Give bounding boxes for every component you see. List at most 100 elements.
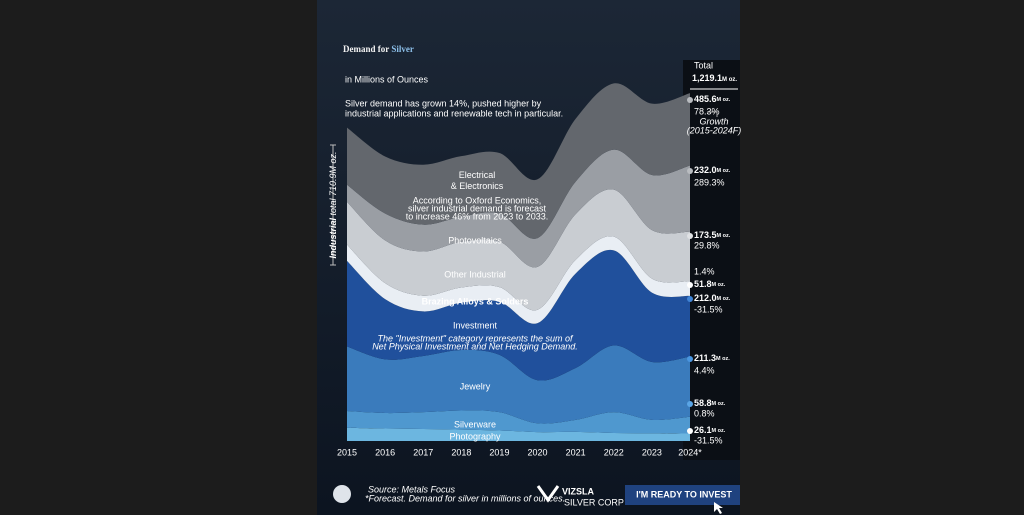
x-tick-label: 2017 <box>413 447 433 457</box>
end-value: 485.6M oz. <box>694 94 731 104</box>
end-value: 58.8M oz. <box>694 398 726 408</box>
end-unit: M oz. <box>717 168 731 174</box>
end-change: 289.3% <box>694 177 725 187</box>
description: Silver demand has grown 14%, pushed high… <box>345 98 542 108</box>
end-change: -31.5% <box>694 304 723 314</box>
end-change: -31.5% <box>694 435 723 445</box>
area-layer <box>347 345 690 424</box>
end-change: 29.8% <box>694 240 720 250</box>
area-layer <box>347 236 690 324</box>
total-number: 1,219.1 <box>692 73 722 83</box>
chart: 2015 2016 2017 2018 2019 2020 2021 2022 2023 2024… <box>337 83 741 457</box>
total-unit: M oz. <box>722 77 737 83</box>
subtitle: in Millions of Ounces <box>345 74 429 84</box>
end-number: 173.5 <box>694 230 717 240</box>
area-layer <box>347 427 690 441</box>
area-layer <box>347 83 690 239</box>
industrial-word: Industrial <box>328 218 338 259</box>
end-dot <box>687 296 693 302</box>
invest-button-label[interactable]: I'M READY TO INVEST <box>636 489 732 499</box>
end-number: 485.6 <box>694 94 717 104</box>
description: industrial applications and renewable te… <box>345 108 563 118</box>
x-tick-label: 2021 <box>566 447 586 457</box>
industrial-total: total 710.9M oz. <box>328 151 338 215</box>
end-change: 0.8% <box>694 408 715 418</box>
band-label: Photovoltaics <box>448 235 502 245</box>
band-label: Silverware <box>454 419 496 429</box>
area-layer <box>347 249 690 381</box>
end-unit: M oz. <box>712 401 726 407</box>
brand: VIZSLA <box>562 486 595 496</box>
band-label-line: & Electronics <box>451 181 504 191</box>
brand-mark <box>536 485 560 503</box>
band-label: Electrical & Electronics <box>451 170 504 191</box>
end-number: 211.3 <box>694 353 716 363</box>
end-number: 212.0 <box>694 293 717 303</box>
label-strip <box>683 60 740 460</box>
end-dot <box>687 401 693 407</box>
band-label: Investment <box>453 320 498 330</box>
x-tick-label: 2022 <box>604 447 624 457</box>
band-label: Jewelry <box>460 381 491 391</box>
end-unit: M oz. <box>716 356 730 362</box>
band-label: According to Oxford Economics, <box>413 195 542 205</box>
end-dot <box>687 168 693 174</box>
footnote: *Forecast. Demand for silver in millions… <box>365 493 565 503</box>
band-label: to increase 46% from 2023 to 2033. <box>406 211 549 221</box>
x-tick-label: 2019 <box>489 447 509 457</box>
industrial-label: Industrial total 710.9M oz. <box>328 151 338 258</box>
source: Source: Metals Focus <box>368 484 456 494</box>
end-number: 58.8 <box>694 398 712 408</box>
brand-sub: SILVER CORP <box>564 497 624 507</box>
band-label: Other Industrial <box>444 269 506 279</box>
end-number: 232.0 <box>694 165 717 175</box>
end-value: 232.0M oz. <box>694 165 731 175</box>
x-tick-label: 2023 <box>642 447 662 457</box>
end-dot <box>687 428 693 434</box>
area-layer <box>347 410 690 434</box>
x-tick-label: 2020 <box>528 447 548 457</box>
total-label: Total <box>694 60 713 70</box>
total-value: 1,219.1M oz. <box>692 73 737 83</box>
x-tick-label: 2018 <box>451 447 471 457</box>
band-label: Brazing Alloys & Solders <box>422 296 529 306</box>
growth-label: Growth <box>699 116 728 126</box>
invest-button[interactable] <box>625 485 740 505</box>
cursor <box>714 502 723 514</box>
end-unit: M oz. <box>717 97 731 103</box>
end-value: 173.5M oz. <box>694 230 731 240</box>
end-value: 212.0M oz. <box>694 293 731 303</box>
end-unit: M oz. <box>717 296 731 302</box>
end-value: 211.3M oz. <box>694 353 730 363</box>
end-unit: M oz. <box>712 282 726 288</box>
industrial-bracket <box>330 144 336 266</box>
end-dot <box>687 356 693 362</box>
area-layer <box>347 149 690 268</box>
band-label: silver industrial demand is forecast <box>408 203 547 213</box>
x-tick-label: 2015 <box>337 447 357 457</box>
end-value: 51.8M oz. <box>694 279 726 289</box>
end-change: 1.4% <box>694 266 715 276</box>
band-label: Photography <box>449 431 501 441</box>
end-number: 26.1 <box>694 425 712 435</box>
end-unit: M oz. <box>712 428 726 434</box>
end-change: 78.3% <box>694 106 720 116</box>
band-label-line: Electrical <box>459 170 496 180</box>
end-change: 4.4% <box>694 365 715 375</box>
title-highlight: Silver <box>391 44 414 54</box>
x-tick-label: 2024* <box>678 447 702 457</box>
growth-arrow <box>707 111 718 117</box>
title-text: Demand for <box>343 44 389 54</box>
end-dot <box>687 233 693 239</box>
end-unit: M oz. <box>717 233 731 239</box>
band-label: Net Physical Investment and Net Hedging … <box>372 341 578 351</box>
growth-label: (2015-2024F) <box>687 125 742 135</box>
vc-logo <box>333 485 351 503</box>
end-dot <box>687 282 693 288</box>
x-tick-label: 2016 <box>375 447 395 457</box>
end-value: 26.1M oz. <box>694 425 726 435</box>
end-dot <box>687 97 693 103</box>
title: Demand for Silver <box>343 44 414 54</box>
area-layer <box>347 189 690 311</box>
